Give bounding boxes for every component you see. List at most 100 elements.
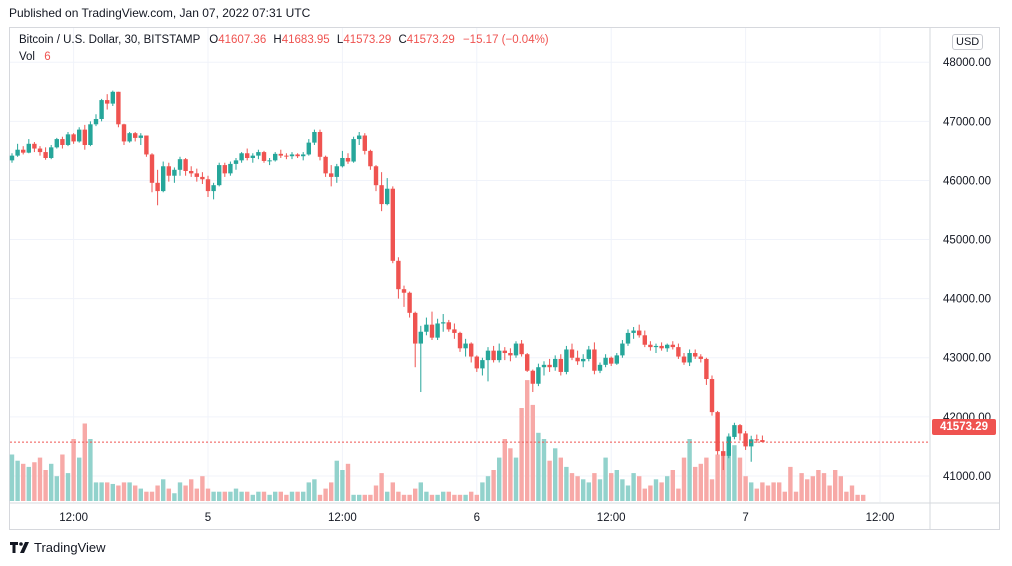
candle-body[interactable] (217, 165, 222, 186)
candle-body[interactable] (105, 100, 110, 104)
candle-body[interactable] (278, 153, 283, 156)
candle-body[interactable] (317, 131, 323, 157)
candle-body[interactable] (116, 91, 121, 125)
candle-body[interactable] (530, 370, 535, 384)
candle-body[interactable] (82, 129, 87, 145)
candle-body[interactable] (474, 356, 479, 369)
candle-body[interactable] (49, 147, 54, 158)
candle-body[interactable] (469, 343, 474, 357)
candle-body[interactable] (676, 347, 681, 357)
candle-body[interactable] (93, 118, 99, 125)
candle-body[interactable] (620, 343, 625, 356)
candle-body[interactable] (726, 436, 731, 456)
candle-body[interactable] (502, 350, 507, 354)
candle-body[interactable] (681, 356, 687, 363)
candle-body[interactable] (457, 332, 463, 349)
candle-body[interactable] (737, 425, 743, 434)
candle-body[interactable] (754, 439, 759, 441)
candle-body[interactable] (704, 358, 709, 380)
x-axis-ticks[interactable]: 12:00 5 12:00 6 12:00 7 12:00 (59, 512, 894, 524)
candle-body[interactable] (491, 350, 496, 361)
candle-body[interactable] (301, 154, 306, 157)
candle-body[interactable] (261, 152, 267, 161)
candle-body[interactable] (15, 149, 20, 156)
candle-body[interactable] (351, 139, 356, 162)
candle-body[interactable] (166, 166, 171, 176)
candle-body[interactable] (659, 345, 664, 349)
candle-body[interactable] (446, 322, 451, 330)
candle-body[interactable] (256, 152, 261, 156)
candle-body[interactable] (228, 163, 233, 174)
candle-body[interactable] (289, 154, 295, 157)
candle-body[interactable] (110, 91, 115, 104)
candle-body[interactable] (575, 357, 580, 362)
candle-body[interactable] (26, 143, 31, 153)
candle-body[interactable] (743, 433, 748, 447)
candle-body[interactable] (569, 349, 575, 358)
candle-body[interactable] (558, 358, 563, 372)
candle-body[interactable] (189, 170, 194, 174)
candle-body[interactable] (183, 159, 188, 171)
candle-body[interactable] (631, 330, 636, 333)
candle-body[interactable] (665, 344, 670, 349)
candle-body[interactable] (413, 312, 418, 344)
candle-body[interactable] (429, 324, 435, 338)
candle-body[interactable] (390, 188, 395, 261)
candle-body[interactable] (642, 335, 647, 345)
candle-body[interactable] (138, 135, 143, 138)
y-axis-ticks[interactable]: 41000.0042000.0043000.0044000.0045000.00… (943, 57, 991, 483)
candle-body[interactable] (43, 152, 48, 158)
candle-body[interactable] (396, 260, 401, 290)
candle-body[interactable] (485, 350, 491, 361)
candle-body[interactable] (172, 169, 177, 176)
candle-body[interactable] (200, 176, 205, 180)
candle-body[interactable] (345, 157, 351, 162)
candle-body[interactable] (418, 331, 423, 344)
candle-body[interactable] (480, 360, 485, 369)
candle-body[interactable] (99, 100, 104, 119)
candle-body[interactable] (637, 330, 642, 336)
candles[interactable] (9, 90, 765, 471)
candle-body[interactable] (54, 139, 59, 148)
candle-body[interactable] (653, 345, 659, 348)
candle-body[interactable] (121, 124, 127, 142)
candle-body[interactable] (194, 173, 199, 177)
candle-body[interactable] (340, 157, 345, 167)
candle-body[interactable] (721, 451, 726, 456)
candle-body[interactable] (709, 379, 715, 413)
currency-badge[interactable]: USD (952, 34, 984, 50)
candle-body[interactable] (379, 185, 384, 205)
candle-body[interactable] (452, 329, 457, 333)
candle-body[interactable] (715, 412, 720, 452)
candle-body[interactable] (373, 166, 379, 186)
candle-body[interactable] (306, 142, 311, 155)
candle-body[interactable] (161, 166, 166, 192)
candle-body[interactable] (519, 343, 524, 355)
candle-body[interactable] (401, 289, 407, 293)
candle-body[interactable] (693, 353, 698, 357)
candle-body[interactable] (357, 135, 362, 140)
candle-body[interactable] (553, 358, 558, 368)
candle-body[interactable] (273, 153, 278, 161)
candle-body[interactable] (312, 131, 317, 143)
candle-body[interactable] (239, 153, 244, 161)
candle-body[interactable] (749, 439, 754, 447)
candle-body[interactable] (267, 160, 272, 162)
candle-body[interactable] (513, 343, 519, 356)
candle-body[interactable] (760, 440, 765, 443)
candle-body[interactable] (144, 135, 149, 155)
candle-body[interactable] (614, 355, 619, 364)
candle-body[interactable] (9, 155, 15, 161)
candle-body[interactable] (133, 133, 138, 138)
candle-body[interactable] (295, 154, 300, 157)
candle-body[interactable] (77, 129, 82, 142)
candle-body[interactable] (205, 179, 211, 192)
candle-body[interactable] (65, 134, 71, 145)
candle-body[interactable] (525, 354, 530, 371)
candle-body[interactable] (149, 154, 155, 183)
candle-body[interactable] (362, 135, 367, 151)
candle-body[interactable] (329, 173, 334, 177)
symbol-name[interactable]: Bitcoin / U.S. Dollar, 30, BITSTAMP (19, 34, 201, 46)
candle-body[interactable] (536, 367, 541, 384)
